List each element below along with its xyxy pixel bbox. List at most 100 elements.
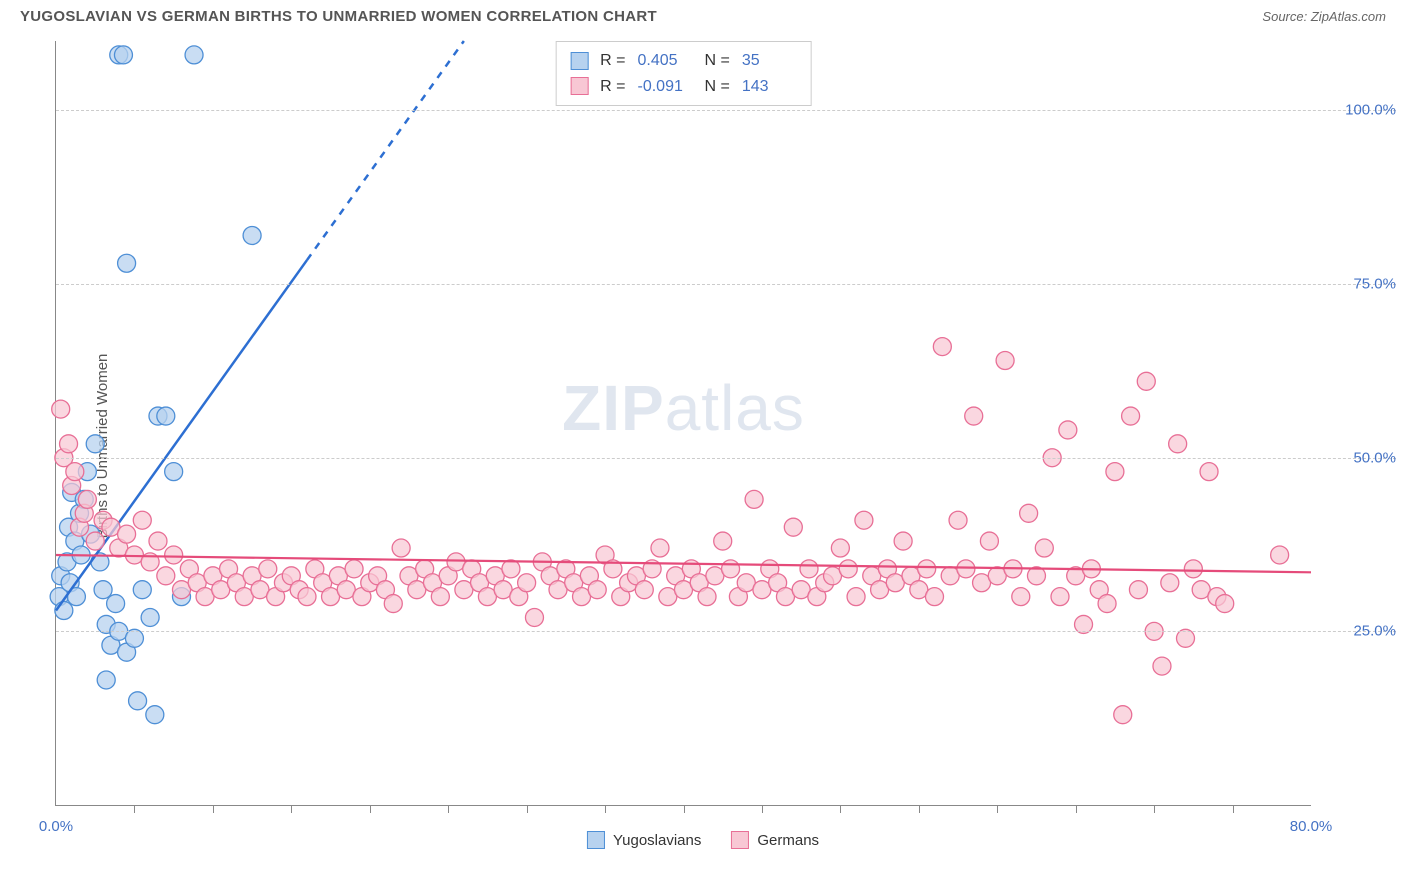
source-attribution: Source: ZipAtlas.com	[1262, 9, 1386, 24]
data-point	[129, 692, 147, 710]
data-point	[784, 518, 802, 536]
data-point	[949, 511, 967, 529]
data-point	[345, 560, 363, 578]
gridline	[56, 631, 1396, 632]
legend-item: Yugoslavians	[587, 831, 701, 849]
x-tick	[1233, 805, 1234, 813]
data-point	[926, 588, 944, 606]
data-point	[698, 588, 716, 606]
legend-swatch	[731, 831, 749, 849]
data-point	[259, 560, 277, 578]
x-tick	[448, 805, 449, 813]
data-point	[957, 560, 975, 578]
trend-line-dashed	[307, 41, 464, 260]
data-point	[847, 588, 865, 606]
data-point	[1012, 588, 1030, 606]
data-point	[980, 532, 998, 550]
source-value: ZipAtlas.com	[1311, 9, 1386, 24]
data-point	[149, 532, 167, 550]
data-point	[996, 351, 1014, 369]
data-point	[635, 581, 653, 599]
x-tick	[762, 805, 763, 813]
x-tick-label: 80.0%	[1290, 818, 1333, 835]
gridline	[56, 458, 1396, 459]
data-point	[118, 254, 136, 272]
data-point	[1161, 574, 1179, 592]
data-point	[588, 581, 606, 599]
data-point	[1122, 407, 1140, 425]
data-point	[918, 560, 936, 578]
data-point	[745, 490, 763, 508]
x-tick	[840, 805, 841, 813]
y-tick-label: 50.0%	[1321, 449, 1396, 466]
data-point	[384, 595, 402, 613]
data-point	[133, 581, 151, 599]
data-point	[157, 567, 175, 585]
data-point	[97, 671, 115, 689]
y-tick-label: 100.0%	[1321, 102, 1396, 119]
data-point	[141, 608, 159, 626]
data-point	[78, 490, 96, 508]
series-legend: Yugoslavians Germans	[587, 831, 819, 849]
data-point	[94, 581, 112, 599]
x-tick-label: 0.0%	[39, 818, 73, 835]
data-point	[118, 525, 136, 543]
data-point	[714, 532, 732, 550]
data-point	[1153, 657, 1171, 675]
scatter-svg	[56, 41, 1311, 805]
data-point	[1216, 595, 1234, 613]
data-point	[1020, 504, 1038, 522]
legend-label: Yugoslavians	[613, 832, 701, 849]
x-tick	[997, 805, 998, 813]
plot-area: ZIPatlas R =0.405N =35R =-0.091N =143 25…	[55, 41, 1311, 806]
x-tick	[684, 805, 685, 813]
data-point	[839, 560, 857, 578]
data-point	[518, 574, 536, 592]
data-point	[1169, 435, 1187, 453]
data-point	[431, 588, 449, 606]
data-point	[243, 226, 261, 244]
data-point	[1051, 588, 1069, 606]
legend-label: Germans	[757, 832, 819, 849]
data-point	[133, 511, 151, 529]
data-point	[392, 539, 410, 557]
data-point	[855, 511, 873, 529]
data-point	[1184, 560, 1202, 578]
data-point	[1059, 421, 1077, 439]
data-point	[55, 602, 73, 620]
x-tick	[213, 805, 214, 813]
data-point	[114, 46, 132, 64]
data-point	[60, 435, 78, 453]
data-point	[894, 532, 912, 550]
data-point	[107, 595, 125, 613]
data-point	[165, 546, 183, 564]
chart-container: Births to Unmarried Women ZIPatlas R =0.…	[0, 31, 1406, 861]
data-point	[1098, 595, 1116, 613]
data-point	[651, 539, 669, 557]
gridline	[56, 284, 1396, 285]
data-point	[1106, 463, 1124, 481]
chart-title: YUGOSLAVIAN VS GERMAN BIRTHS TO UNMARRIE…	[20, 8, 657, 25]
data-point	[165, 463, 183, 481]
y-tick-label: 25.0%	[1321, 623, 1396, 640]
data-point	[86, 435, 104, 453]
legend-swatch	[587, 831, 605, 849]
data-point	[146, 706, 164, 724]
data-point	[502, 560, 520, 578]
x-tick	[291, 805, 292, 813]
legend-item: Germans	[731, 831, 819, 849]
data-point	[66, 463, 84, 481]
data-point	[1137, 372, 1155, 390]
x-tick	[1076, 805, 1077, 813]
x-tick	[919, 805, 920, 813]
data-point	[52, 400, 70, 418]
data-point	[1035, 539, 1053, 557]
data-point	[965, 407, 983, 425]
x-tick	[527, 805, 528, 813]
x-tick	[370, 805, 371, 813]
x-tick	[1154, 805, 1155, 813]
x-tick	[605, 805, 606, 813]
gridline	[56, 110, 1396, 111]
data-point	[933, 338, 951, 356]
chart-header: YUGOSLAVIAN VS GERMAN BIRTHS TO UNMARRIE…	[0, 0, 1406, 31]
